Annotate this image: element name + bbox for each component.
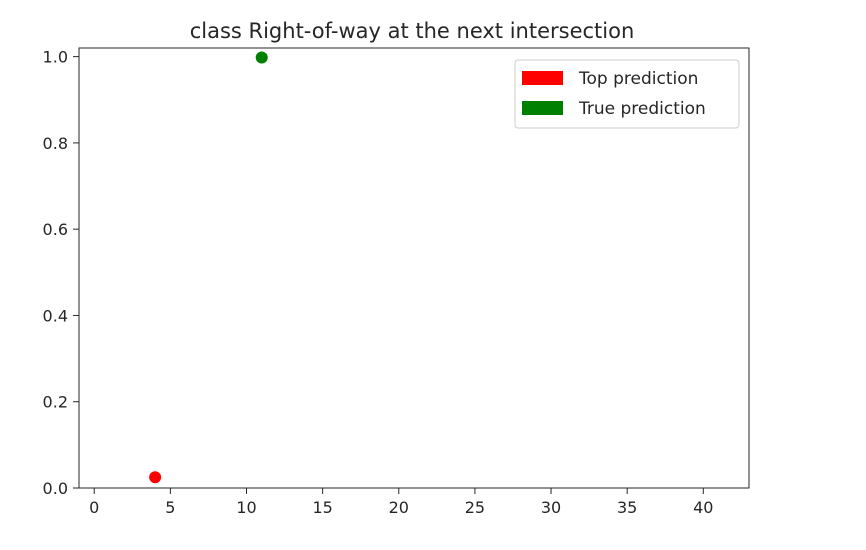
legend-swatch-top-prediction: [522, 71, 563, 85]
legend-box: [514, 59, 740, 129]
y-tick-label: 0.4: [43, 306, 68, 325]
data-point: [149, 471, 162, 484]
x-tick-label: 10: [236, 498, 256, 517]
legend: Top prediction True prediction: [514, 59, 740, 129]
chart-title: class Right-of-way at the next intersect…: [190, 19, 635, 43]
x-tick-label: 15: [312, 498, 332, 517]
x-tick-label: 20: [389, 498, 409, 517]
x-tick-label: 40: [693, 498, 713, 517]
y-tick-label: 0.8: [43, 134, 68, 153]
x-tick-label: 0: [89, 498, 99, 517]
x-tick-label: 5: [165, 498, 175, 517]
x-tick-label: 25: [465, 498, 485, 517]
data-points: [149, 51, 268, 484]
y-axis: 0.0 0.2 0.4 0.6 0.8 1.0: [43, 48, 79, 498]
x-tick-label: 35: [617, 498, 637, 517]
y-tick-label: 0.6: [43, 220, 68, 239]
legend-label-true-prediction: True prediction: [578, 99, 706, 119]
legend-label-top-prediction: Top prediction: [578, 69, 698, 89]
y-tick-label: 0.2: [43, 393, 68, 412]
y-tick-label: 1.0: [43, 48, 68, 67]
data-point: [255, 51, 268, 64]
x-tick-label: 30: [541, 498, 561, 517]
legend-swatch-true-prediction: [522, 101, 563, 115]
y-tick-label: 0.0: [43, 479, 68, 498]
x-axis: 0 5 10 15 20 25 30 35 40: [89, 488, 713, 517]
